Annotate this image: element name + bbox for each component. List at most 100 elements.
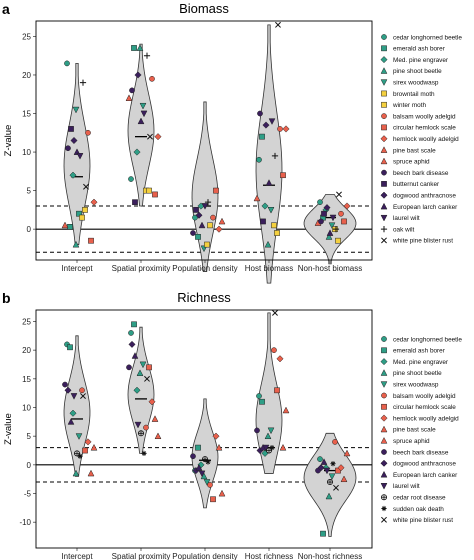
legend-label: balsam woolly adelgid [393,393,456,400]
y-axis-title: Z-value [3,413,14,445]
y-tick-label: 5 [27,187,32,196]
data-point [269,445,275,451]
data-point [338,210,344,217]
data-point [267,427,275,435]
panel-b: b Richness Z-value -10 -5 0 5 10 15 20 25 Intercep… [2,290,462,560]
legend-label: spruce aphid [393,159,430,166]
data-point [271,152,279,160]
legend-marker [380,369,388,376]
data-point [67,344,73,351]
data-point [195,234,201,240]
data-point [201,203,209,210]
data-point [276,355,284,363]
data-point [320,458,328,465]
legend-marker [380,79,388,86]
y-tick-label: 20 [22,71,31,80]
legend-label: sirex woodwasp [393,80,439,87]
data-point [328,473,336,481]
legend-marker [381,181,387,187]
data-point [261,202,269,210]
x-tick-label: Host biomass [245,264,293,273]
data-point [148,398,156,406]
data-point [149,75,155,82]
y-tick-label: 15 [22,110,31,119]
data-point [343,202,351,210]
data-point [264,432,272,440]
data-point [128,176,134,182]
legend-marker [381,45,387,52]
x-tick-label: Population density [172,552,237,560]
data-point [212,432,220,440]
data-point [141,450,147,456]
data-point [193,207,199,213]
data-point [198,470,206,478]
legend-label: cedar longhorned beetle [393,336,462,343]
data-point [68,126,74,132]
data-point [76,153,84,160]
data-point [83,183,89,190]
data-point [323,467,331,475]
data-point [325,492,333,500]
data-point [195,444,201,451]
data-point [90,443,98,451]
y-axis-title: Z-value [3,125,14,157]
data-point [323,204,331,212]
data-point [256,393,262,399]
legend-label: European larch canker [393,472,458,479]
legend-marker [380,135,388,143]
data-point [201,456,208,463]
data-point [72,469,80,477]
data-point [79,79,87,86]
data-point [195,211,203,219]
data-point [144,375,150,382]
data-point [275,21,281,28]
x-tick-label: Intercept [61,264,93,273]
data-point [203,479,211,486]
data-point [72,106,80,114]
legend-label: emerald ash borer [393,348,446,355]
y-tick-label: 20 [22,346,31,355]
data-point [204,199,212,206]
x-tick-label: Spatial proximity [112,552,171,560]
data-point [253,194,261,202]
legend-marker [381,516,387,523]
y-tick-label: 25 [22,32,31,41]
data-point [215,225,223,233]
data-point [336,191,342,198]
legend-marker [380,414,388,422]
data-point [131,45,137,51]
legend-marker [381,449,387,455]
data-point [79,387,85,394]
legend-label: balsam woolly adelgid [393,113,456,120]
legend-marker [380,459,388,467]
data-point [262,121,270,129]
data-point [340,475,348,483]
legend-label: circular hemlock scale [393,404,456,411]
data-point [140,110,148,118]
legend-label: cedar root disease [393,495,446,502]
data-point [131,321,137,328]
legend-label: pine bast scale [393,147,436,154]
data-point [76,210,82,217]
data-point [69,409,77,417]
data-point [343,449,351,457]
legend-marker [381,101,387,108]
legend-label: hemlock woolly adelgid [393,136,459,143]
legend-label: hemlock woolly adelgid [393,415,459,422]
data-point [218,217,226,225]
legend-label: pine shoot beetle [393,68,442,75]
y-tick-label: 10 [22,403,31,412]
data-point [136,369,144,376]
data-point [317,464,325,472]
legend-marker [381,124,387,131]
data-point [87,469,95,477]
plot-frame [35,309,373,549]
data-point [265,447,272,454]
panel-a-letter: a [2,1,10,17]
data-point [274,387,280,394]
data-point [129,87,135,94]
data-point [190,453,196,460]
data-point [151,415,159,422]
legend-label: beech bark disease [393,170,449,177]
legend-marker [381,392,387,399]
